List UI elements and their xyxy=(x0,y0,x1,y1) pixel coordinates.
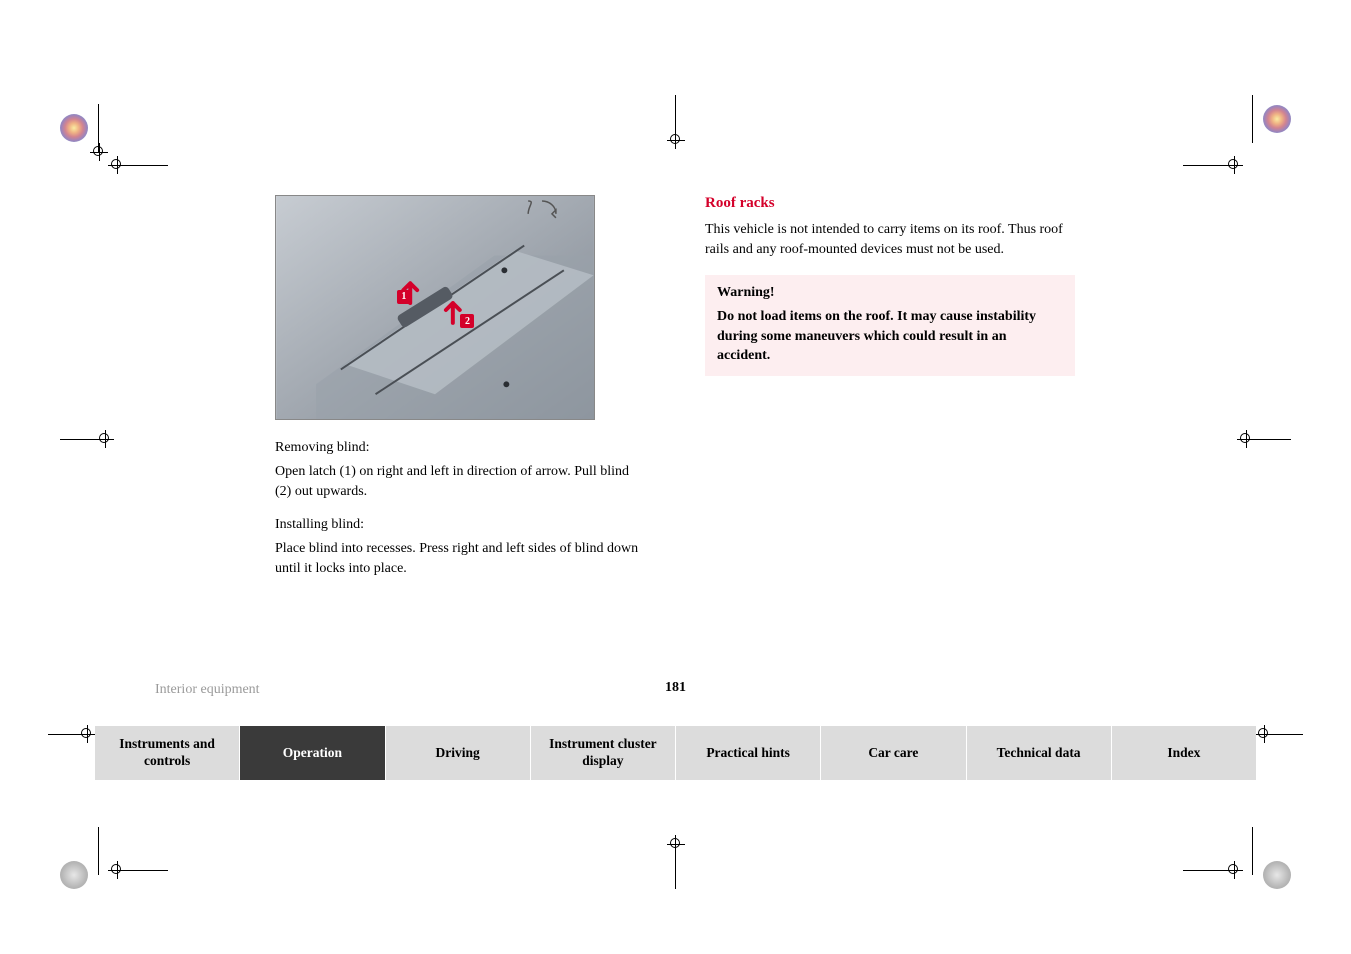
installing-heading: Installing blind: xyxy=(275,517,645,533)
crosshair-icon xyxy=(1255,725,1273,743)
left-column: 1 2 Removing blind: Open latch (1) on ri… xyxy=(275,195,645,594)
crop-mark-tl-inner xyxy=(108,156,168,174)
registration-circle-icon xyxy=(1263,861,1291,889)
crosshair-icon xyxy=(1237,430,1255,448)
callout-2: 2 xyxy=(460,314,474,328)
tab-instrument-cluster-display[interactable]: Instrument cluster display xyxy=(531,726,676,780)
nav-tabs: Instruments and controls Operation Drivi… xyxy=(95,726,1256,780)
crop-hline xyxy=(126,870,168,871)
crosshair-icon xyxy=(108,156,126,174)
print-mark-mid-left xyxy=(60,430,114,448)
crop-hline xyxy=(1183,165,1225,166)
crosshair-icon xyxy=(90,143,108,161)
crop-vline xyxy=(675,853,676,889)
registration-circle-icon xyxy=(60,114,88,142)
right-column: Roof racks This vehicle is not intended … xyxy=(705,195,1075,594)
print-mark-tab-left xyxy=(48,725,96,743)
roof-racks-title: Roof racks xyxy=(705,195,1075,212)
roof-racks-body: This vehicle is not intended to carry it… xyxy=(705,220,1075,259)
registration-circle-icon xyxy=(1263,105,1291,133)
crop-hline xyxy=(1255,439,1291,440)
warning-text: Do not load items on the roof. It may ca… xyxy=(717,307,1063,366)
tab-practical-hints[interactable]: Practical hints xyxy=(676,726,821,780)
print-mark-tab-right xyxy=(1255,725,1303,743)
crop-hline xyxy=(60,439,96,440)
crosshair-icon xyxy=(78,725,96,743)
blind-removal-illustration: 1 2 xyxy=(275,195,595,420)
print-mark-bottom-left xyxy=(60,861,99,889)
print-mark-mid-right xyxy=(1237,430,1291,448)
print-mark-top-center xyxy=(667,95,685,149)
page-content: 1 2 Removing blind: Open latch (1) on ri… xyxy=(275,195,1075,594)
print-mark-top-right xyxy=(1252,95,1291,143)
crop-vline xyxy=(1252,95,1253,143)
crop-vline xyxy=(675,95,676,131)
crop-hline xyxy=(1183,870,1225,871)
tab-car-care[interactable]: Car care xyxy=(821,726,966,780)
illustration-svg xyxy=(276,196,594,419)
crop-hline xyxy=(1273,734,1303,735)
removing-body: Open latch (1) on right and left in dire… xyxy=(275,462,645,501)
registration-circle-icon xyxy=(60,861,88,889)
print-mark-bottom-right xyxy=(1252,861,1291,889)
crosshair-icon xyxy=(108,861,126,879)
crop-mark-br-inner xyxy=(1183,861,1243,879)
crop-vline xyxy=(1252,827,1253,875)
section-label: Interior equipment xyxy=(155,682,260,698)
crosshair-icon xyxy=(667,131,685,149)
crosshair-icon xyxy=(96,430,114,448)
tab-driving[interactable]: Driving xyxy=(386,726,531,780)
crosshair-icon xyxy=(1225,156,1243,174)
crosshair-icon xyxy=(1225,861,1243,879)
tab-operation[interactable]: Operation xyxy=(240,726,385,780)
installing-body: Place blind into recesses. Press right a… xyxy=(275,539,645,578)
crop-mark-bl-inner xyxy=(108,861,168,879)
warning-box: Warning! Do not load items on the roof. … xyxy=(705,275,1075,376)
tab-technical-data[interactable]: Technical data xyxy=(967,726,1112,780)
callout-1: 1 xyxy=(397,290,411,304)
crop-vline xyxy=(98,827,99,875)
print-mark-top-left xyxy=(60,95,108,161)
removing-heading: Removing blind: xyxy=(275,440,645,456)
crop-mark-tr-inner xyxy=(1183,156,1243,174)
crop-hline xyxy=(48,734,78,735)
print-mark-bottom-center xyxy=(667,835,685,889)
warning-title: Warning! xyxy=(717,285,1063,301)
page-number: 181 xyxy=(665,680,686,696)
crop-hline xyxy=(126,165,168,166)
tab-instruments-and-controls[interactable]: Instruments and controls xyxy=(95,726,240,780)
page-footer: Interior equipment 181 Instruments and c… xyxy=(95,680,1256,780)
tab-index[interactable]: Index xyxy=(1112,726,1256,780)
crosshair-icon xyxy=(667,835,685,853)
